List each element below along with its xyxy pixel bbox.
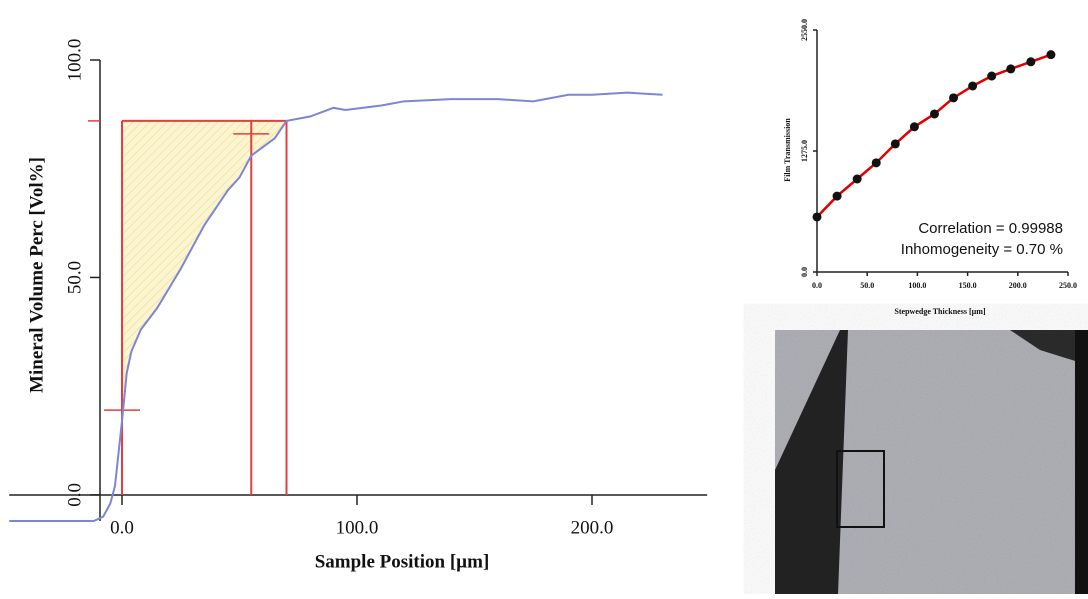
x-tick-label: 100.0 bbox=[908, 281, 926, 290]
point bbox=[968, 81, 977, 90]
shaded-hatch bbox=[122, 121, 287, 421]
x-tick-label: 150.0 bbox=[959, 281, 977, 290]
annotation: Inhomogeneity = 0.70 % bbox=[901, 241, 1063, 258]
y-axis-title: Film Transmission bbox=[783, 118, 792, 182]
fit-line bbox=[817, 55, 1051, 217]
specimen-image bbox=[775, 330, 1088, 594]
y-tick-label: 100.0 bbox=[64, 39, 85, 82]
x-tick-label: 200.0 bbox=[571, 517, 614, 538]
x-tick-label: 200.0 bbox=[1009, 281, 1027, 290]
point bbox=[1046, 50, 1055, 59]
point bbox=[930, 109, 939, 118]
screenshot: 0.0 100.0 200.0 0.0 50.0 100.0 Sample Position… bbox=[0, 0, 1088, 594]
y-tick-label: 2550.0 bbox=[800, 19, 809, 41]
point bbox=[1006, 64, 1015, 73]
x-tick-label: 100.0 bbox=[336, 517, 379, 538]
x-axis-title: Stepwedge Thickness [µm] bbox=[894, 307, 985, 316]
y-tick-label: 50.0 bbox=[64, 261, 85, 294]
point bbox=[910, 122, 919, 131]
y-tick-label: 0.0 bbox=[64, 483, 85, 507]
y-tick-label: 0.0 bbox=[800, 267, 809, 277]
point bbox=[1026, 57, 1035, 66]
x-axis-title: Sample Position [µm] bbox=[315, 551, 490, 572]
x-tick-label: 50.0 bbox=[860, 281, 874, 290]
data-line bbox=[9, 93, 662, 521]
page: 0.0 100.0 200.0 0.0 50.0 100.0 Sample Position… bbox=[0, 0, 1088, 599]
x-tick-label: 0.0 bbox=[110, 517, 134, 538]
point bbox=[987, 72, 996, 81]
point bbox=[872, 158, 881, 167]
point bbox=[833, 192, 842, 201]
point bbox=[891, 139, 900, 148]
annotation: Correlation = 0.99988 bbox=[918, 220, 1063, 237]
x-tick-label: 250.0 bbox=[1059, 281, 1077, 290]
y-axis-title: Mineral Volume Perc [Vol%] bbox=[26, 157, 47, 393]
point bbox=[949, 93, 958, 102]
point bbox=[813, 212, 822, 221]
point bbox=[853, 174, 862, 183]
y-tick-label: 1275.0 bbox=[800, 140, 809, 162]
x-tick-label: 0.0 bbox=[812, 281, 822, 290]
